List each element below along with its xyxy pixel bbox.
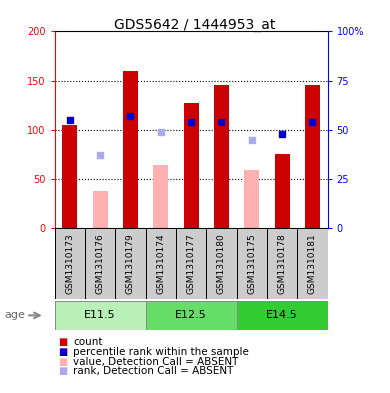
Text: GSM1310181: GSM1310181 <box>308 233 317 294</box>
Text: GSM1310178: GSM1310178 <box>278 233 287 294</box>
FancyBboxPatch shape <box>297 228 328 299</box>
Text: percentile rank within the sample: percentile rank within the sample <box>73 347 249 357</box>
Text: count: count <box>73 337 103 347</box>
Bar <box>244 170 259 228</box>
Bar <box>275 154 290 228</box>
Text: GSM1310179: GSM1310179 <box>126 233 135 294</box>
FancyBboxPatch shape <box>145 228 176 299</box>
Text: rank, Detection Call = ABSENT: rank, Detection Call = ABSENT <box>73 366 234 376</box>
Text: GSM1310174: GSM1310174 <box>156 233 165 294</box>
FancyBboxPatch shape <box>85 228 115 299</box>
Text: ■: ■ <box>58 366 68 376</box>
Text: ■: ■ <box>58 347 68 357</box>
FancyBboxPatch shape <box>237 228 267 299</box>
Text: GSM1310175: GSM1310175 <box>247 233 256 294</box>
Text: GSM1310176: GSM1310176 <box>96 233 105 294</box>
Text: value, Detection Call = ABSENT: value, Detection Call = ABSENT <box>73 356 239 367</box>
Text: GDS5642 / 1444953_at: GDS5642 / 1444953_at <box>114 18 276 32</box>
FancyBboxPatch shape <box>237 301 328 330</box>
FancyBboxPatch shape <box>55 301 145 330</box>
Bar <box>184 103 199 228</box>
Text: ■: ■ <box>58 337 68 347</box>
FancyBboxPatch shape <box>55 228 85 299</box>
Text: E11.5: E11.5 <box>84 310 116 320</box>
Bar <box>305 86 320 228</box>
Text: E12.5: E12.5 <box>175 310 207 320</box>
Text: GSM1310180: GSM1310180 <box>217 233 226 294</box>
Text: ■: ■ <box>58 356 68 367</box>
FancyBboxPatch shape <box>115 228 145 299</box>
FancyBboxPatch shape <box>176 228 206 299</box>
FancyBboxPatch shape <box>145 301 237 330</box>
Bar <box>62 125 77 228</box>
Text: GSM1310177: GSM1310177 <box>186 233 196 294</box>
Bar <box>153 165 168 228</box>
FancyBboxPatch shape <box>267 228 297 299</box>
Text: age: age <box>4 310 25 320</box>
FancyBboxPatch shape <box>206 228 237 299</box>
Bar <box>214 86 229 228</box>
Text: GSM1310173: GSM1310173 <box>65 233 74 294</box>
Text: E14.5: E14.5 <box>266 310 298 320</box>
Bar <box>92 191 108 228</box>
Bar <box>123 71 138 228</box>
